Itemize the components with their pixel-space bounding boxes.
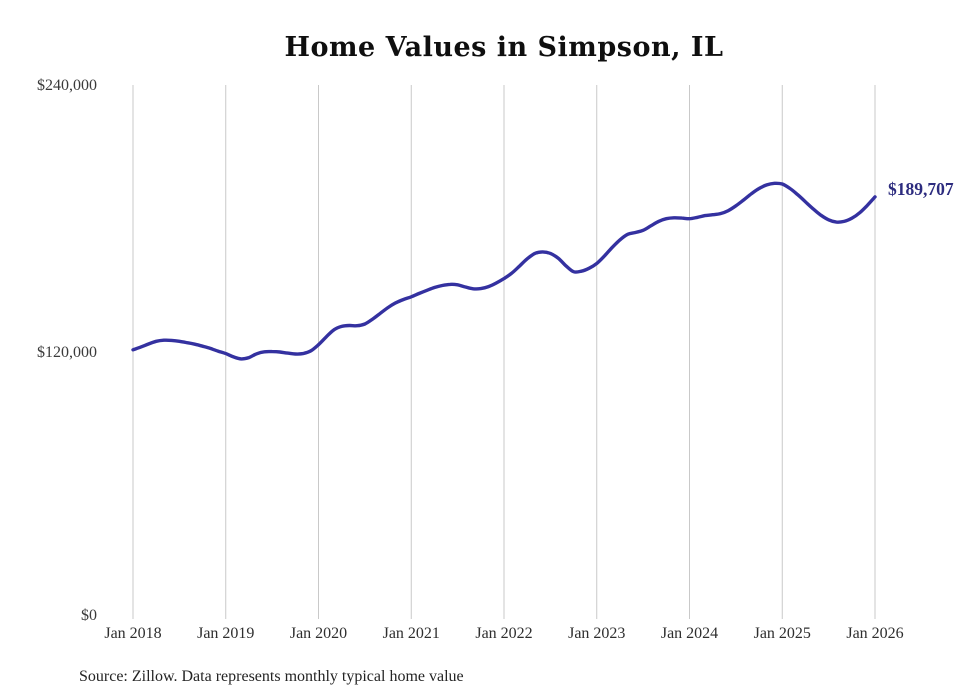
y-axis-tick-label: $240,000 [37,77,97,94]
chart-title: Home Values in Simpson, IL [284,32,724,63]
source-note: Source: Zillow. Data represents monthly … [79,668,464,685]
x-axis-tick-label: Jan 2021 [382,625,440,642]
x-axis-tick-label: Jan 2024 [660,625,719,642]
x-axis-tick-label: Jan 2026 [846,625,904,642]
y-axis-tick-label: $0 [81,607,97,624]
x-axis-tick-label: Jan 2025 [753,625,811,642]
gridlines [132,85,876,619]
x-axis-tick-label: Jan 2020 [289,625,348,642]
home-value-line [131,181,877,361]
y-axis-tick-label: $120,000 [37,344,97,361]
x-axis-tick-label: Jan 2023 [568,625,626,642]
x-axis-tick-label: Jan 2018 [104,625,162,642]
x-axis-tick-label: Jan 2022 [475,625,533,642]
x-axis-tick-label: Jan 2019 [197,625,255,642]
current-value-label: $189,707 [888,179,954,199]
